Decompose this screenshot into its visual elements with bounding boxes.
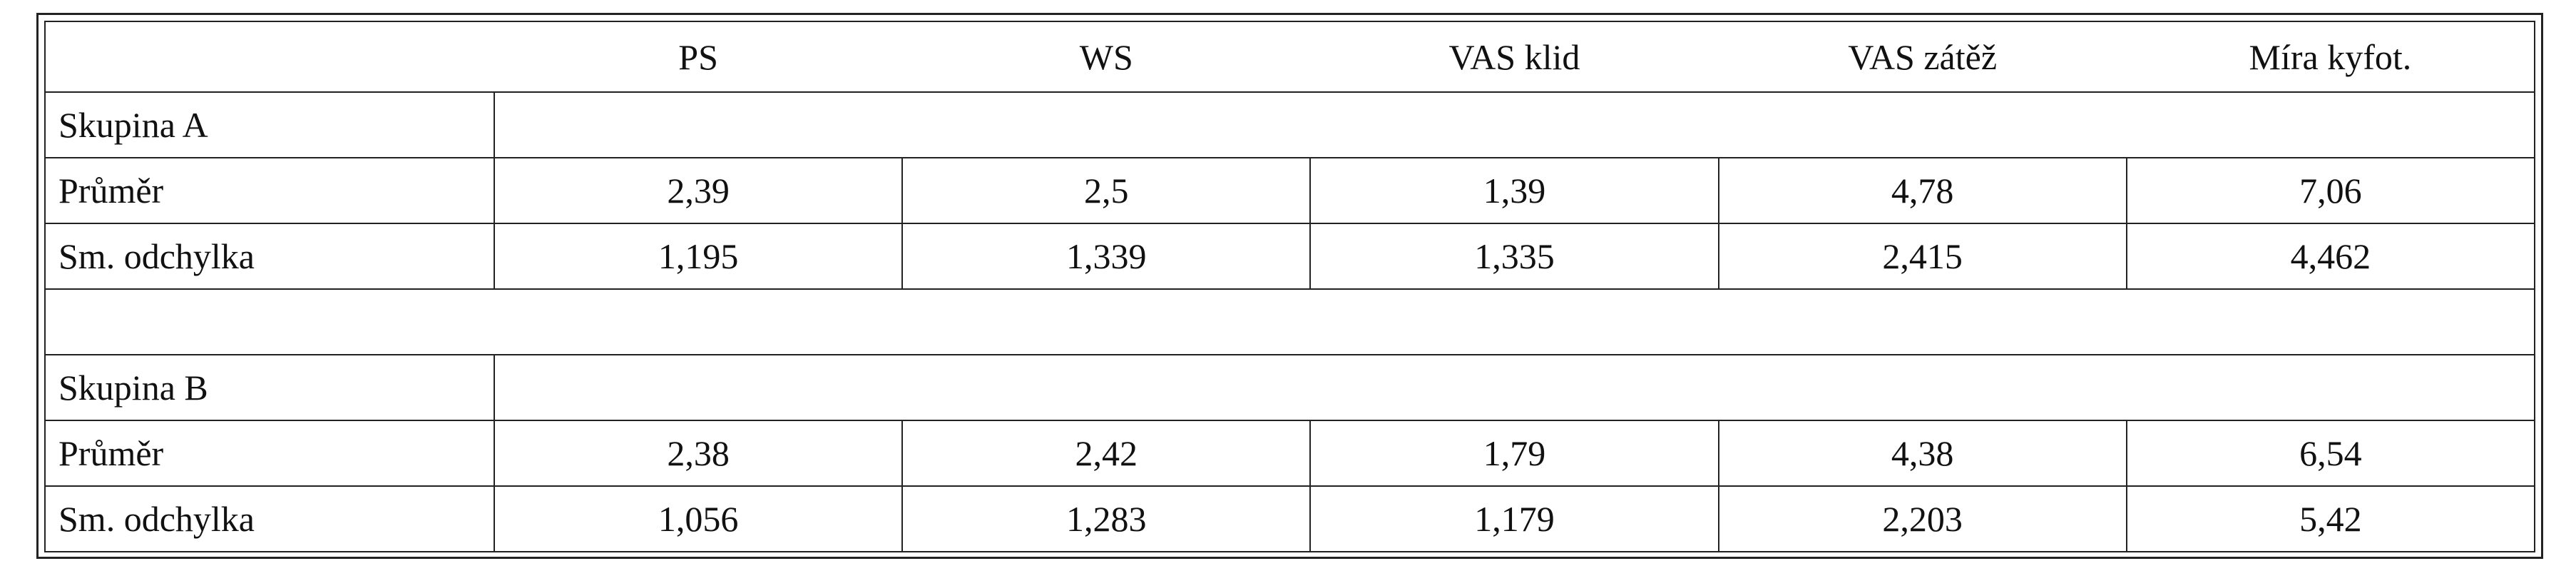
- row-label: Sm. odchylka: [44, 485, 495, 552]
- column-header: PS: [494, 21, 903, 93]
- row-label: Průměr: [44, 420, 495, 487]
- column-header: Míra kyfot.: [2126, 21, 2535, 93]
- value-cell: 4,78: [1717, 157, 2127, 224]
- column-header: VAS zátěž: [1718, 21, 2127, 93]
- spacer-cell: [44, 288, 2535, 355]
- group-empty: [494, 354, 2535, 421]
- value-cell: 1,335: [1309, 223, 1719, 290]
- value-cell: 4,38: [1717, 420, 2127, 487]
- row-label: Průměr: [44, 157, 495, 224]
- value-cell: 2,38: [493, 420, 904, 487]
- value-cell: 2,39: [493, 157, 904, 224]
- value-cell: 4,462: [2125, 223, 2536, 290]
- group-title: Skupina A: [44, 91, 495, 158]
- data-row: Průměr 2,38 2,42 1,79 4,38 6,54: [44, 420, 2536, 487]
- value-cell: 1,195: [493, 223, 904, 290]
- value-cell: 1,339: [901, 223, 1312, 290]
- value-cell: 1,179: [1309, 485, 1719, 552]
- group-empty: [494, 91, 2535, 158]
- data-row: Sm. odchylka 1,195 1,339 1,335 2,415 4,462: [44, 223, 2536, 290]
- value-cell: 1,283: [901, 485, 1312, 552]
- data-row: Sm. odchylka 1,056 1,283 1,179 2,203 5,42: [44, 485, 2536, 552]
- row-label: Sm. odchylka: [44, 223, 495, 290]
- value-cell: 6,54: [2125, 420, 2536, 487]
- value-cell: 7,06: [2125, 157, 2536, 224]
- value-cell: 2,42: [901, 420, 1312, 487]
- data-row: Průměr 2,39 2,5 1,39 4,78 7,06: [44, 157, 2536, 224]
- value-cell: 2,415: [1717, 223, 2127, 290]
- header-row: PS WS VAS klid VAS zátěž Míra kyfot.: [45, 21, 2535, 93]
- value-cell: 5,42: [2125, 485, 2536, 552]
- value-cell: 1,79: [1309, 420, 1719, 487]
- column-header: WS: [902, 21, 1311, 93]
- table-frame: PS WS VAS klid VAS zátěž Míra kyfot. Skupina …: [36, 13, 2543, 559]
- group-row: Skupina A: [44, 91, 2535, 158]
- group-row: Skupina B: [44, 354, 2535, 421]
- spacer-row: [44, 288, 2535, 355]
- value-cell: 2,203: [1717, 485, 2127, 552]
- header-cell-empty: [45, 21, 494, 93]
- value-cell: 1,39: [1309, 157, 1719, 224]
- stats-table: PS WS VAS klid VAS zátěž Míra kyfot. Skupina …: [44, 21, 2536, 552]
- table-body: PS WS VAS klid VAS zátěž Míra kyfot. Skupina …: [44, 21, 2536, 552]
- group-title: Skupina B: [44, 354, 495, 421]
- value-cell: 2,5: [901, 157, 1312, 224]
- value-cell: 1,056: [493, 485, 904, 552]
- column-header: VAS klid: [1310, 21, 1719, 93]
